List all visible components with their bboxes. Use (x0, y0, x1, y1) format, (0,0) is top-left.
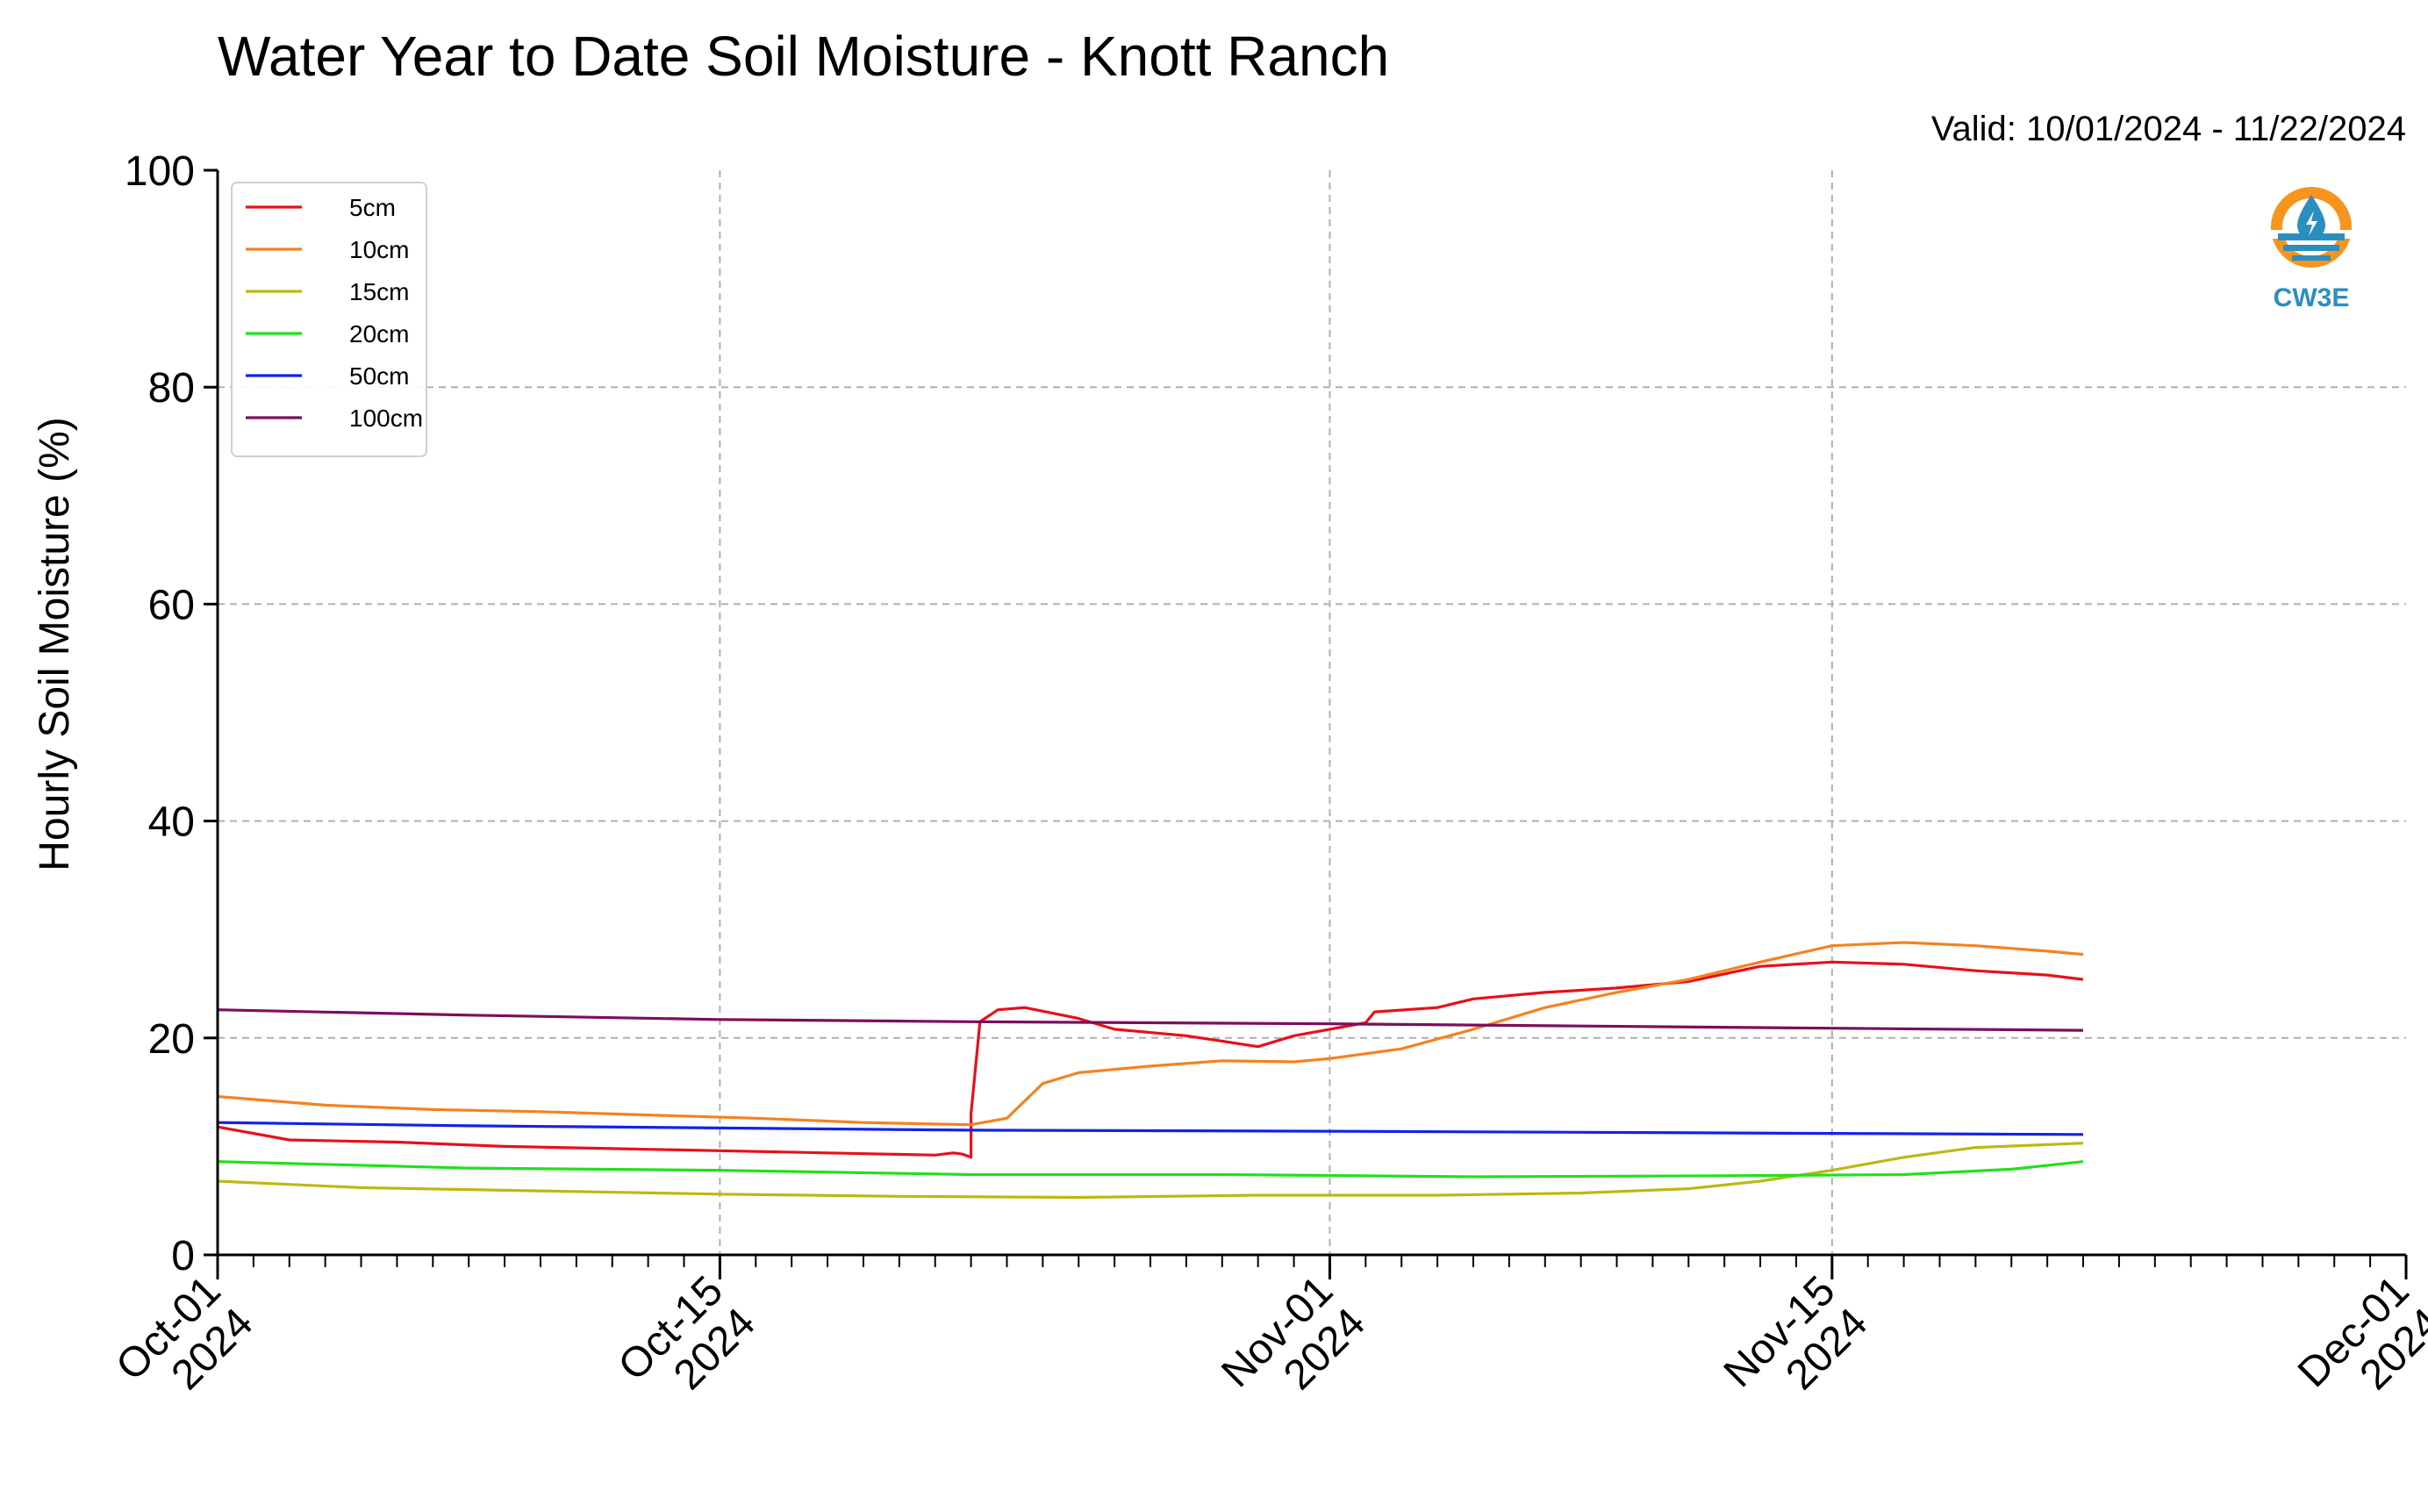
logo-wave-icon (2278, 233, 2345, 261)
y-tick-label: 0 (171, 1233, 195, 1279)
legend-label-5cm: 5cm (349, 194, 396, 221)
legend-label-50cm: 50cm (349, 362, 409, 390)
y-tick-label: 40 (148, 799, 195, 846)
chart-title: Water Year to Date Soil Moisture - Knott… (218, 25, 1389, 88)
logo-text: CW3E (2274, 283, 2350, 312)
series-line-50cm (217, 1121, 2084, 1136)
legend-label-100cm: 100cm (349, 405, 423, 432)
cw3e-logo: CW3E (2269, 187, 2353, 312)
series-line-20cm (217, 1160, 2084, 1179)
legend-label-10cm: 10cm (349, 236, 409, 263)
logo-bolt-icon (2306, 211, 2317, 236)
series-line-10cm (217, 941, 2084, 1127)
legend-box (231, 182, 427, 457)
y-tick-labels: 0 20 40 60 80 100 (125, 148, 195, 1279)
series-line-100cm (217, 1008, 2084, 1032)
legend: 5cm 10cm 15cm 20cm 50cm 100cm (231, 182, 427, 457)
y-tick-label: 20 (148, 1016, 195, 1063)
legend-label-20cm: 20cm (349, 320, 409, 348)
series-line-15cm (217, 1142, 2084, 1200)
grid-lines (218, 170, 2406, 1255)
series-lines (217, 941, 2084, 1200)
y-tick-label: 100 (125, 148, 195, 195)
y-axis-label: Hourly Soil Moisture (%) (32, 417, 78, 871)
valid-date-range: Valid: 10/01/2024 - 11/22/2024 (1931, 110, 2406, 148)
y-tick-label: 60 (148, 582, 195, 628)
y-tick-label: 80 (148, 365, 195, 412)
axes (204, 168, 2408, 1279)
legend-label-15cm: 15cm (349, 278, 409, 305)
series-line-5cm (217, 960, 2084, 1159)
